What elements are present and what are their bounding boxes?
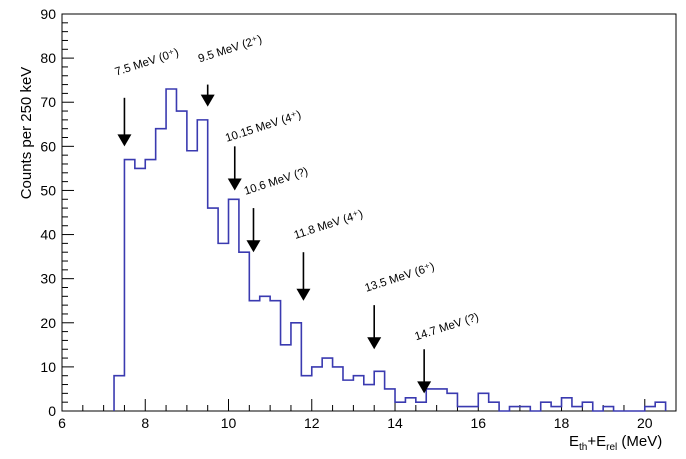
histogram-bin <box>468 407 478 411</box>
histogram-bin <box>343 380 353 411</box>
histogram-bin <box>176 111 186 411</box>
x-axis-ticks: 6 8 10 12 14 16 18 20 <box>58 399 667 431</box>
histogram-bin <box>135 168 145 411</box>
histogram-bin <box>145 160 155 411</box>
x-tick-label: 16 <box>470 415 486 431</box>
histogram-bin <box>489 402 499 411</box>
x-tick-label: 14 <box>387 415 403 431</box>
plot-frame <box>61 13 677 412</box>
y-tick-label: 50 <box>40 182 56 198</box>
histogram-bin <box>166 89 176 411</box>
histogram-bin <box>562 398 572 411</box>
histogram-bin <box>301 376 311 411</box>
histogram-bin <box>208 208 218 411</box>
histogram-bin <box>520 407 530 411</box>
histogram-bin <box>124 160 134 411</box>
peak-arrow-head <box>246 240 261 253</box>
y-tick-label: 20 <box>40 315 56 331</box>
x-tick-label: 8 <box>141 415 149 431</box>
peak-annotation: 11.8 MeV (4⁺) <box>293 208 365 301</box>
histogram-bin <box>551 407 561 411</box>
histogram-bin <box>416 402 426 411</box>
histogram-bin <box>156 129 166 411</box>
plot-border <box>61 13 677 412</box>
histogram-bin <box>197 120 207 411</box>
y-tick-label: 90 <box>40 6 56 22</box>
histogram-bin <box>447 393 457 411</box>
peak-arrow-head <box>296 288 311 301</box>
x-axis-label-mid: +E <box>587 433 606 450</box>
x-axis-label-base1: E <box>569 433 579 450</box>
x-tick-label: 20 <box>637 415 653 431</box>
histogram-bin <box>509 407 519 411</box>
y-tick-label: 10 <box>40 359 56 375</box>
x-tick-label: 18 <box>554 415 570 431</box>
histogram-bin <box>572 407 582 411</box>
peak-arrow-head <box>417 381 432 394</box>
histogram-bin <box>395 402 405 411</box>
x-axis-label-sub2: rel <box>606 442 617 453</box>
histogram-bin <box>541 402 551 411</box>
y-tick-label: 60 <box>40 138 56 154</box>
histogram-bin <box>405 398 415 411</box>
histogram-bin <box>260 296 270 411</box>
y-tick-label: 30 <box>40 271 56 287</box>
peak-arrow-head <box>117 134 132 147</box>
histogram-bin <box>603 407 613 411</box>
peak-label: 10.15 MeV (4⁺) <box>224 109 303 145</box>
x-axis-label-tail: (MeV) <box>617 433 662 450</box>
histogram-bin <box>655 402 665 411</box>
histogram-bin <box>239 252 249 411</box>
histogram-bin <box>114 376 124 411</box>
x-tick-label: 6 <box>58 415 66 431</box>
histogram-bin <box>281 345 291 411</box>
histogram-bin <box>582 402 592 411</box>
histogram-bin <box>322 358 332 411</box>
x-axis-label: Eth+Erel (MeV) <box>569 433 662 453</box>
histogram-bin <box>457 407 467 411</box>
histogram-bin <box>385 389 395 411</box>
peak-label: 13.5 MeV (6⁺) <box>363 261 436 295</box>
peak-label: 11.8 MeV (4⁺) <box>293 208 365 242</box>
y-tick-label: 80 <box>40 50 56 66</box>
peak-arrow-head <box>367 337 382 350</box>
histogram-bin <box>218 243 228 411</box>
peak-arrow-head <box>200 94 215 107</box>
histogram-bin <box>333 367 343 411</box>
x-tick-label: 10 <box>221 415 237 431</box>
x-tick-label: 12 <box>304 415 320 431</box>
histogram-bin <box>249 301 259 411</box>
histogram-bin <box>353 376 363 411</box>
y-axis-label: Counts per 250 keV <box>18 67 35 200</box>
peak-label: 14.7 MeV (?) <box>413 311 480 343</box>
y-tick-label: 70 <box>40 94 56 110</box>
y-tick-label: 0 <box>48 403 56 419</box>
peak-label: 7.5 MeV (0⁺) <box>114 47 181 79</box>
histogram-bin <box>645 407 655 411</box>
histogram-bins <box>113 88 667 412</box>
x-axis-label-sub1: th <box>579 442 587 453</box>
histogram-bin <box>229 199 239 411</box>
histogram-bin <box>478 393 488 411</box>
histogram-bin <box>364 385 374 411</box>
peak-label: 9.5 MeV (2⁺) <box>197 33 264 65</box>
histogram-bin <box>291 323 301 411</box>
histogram-bin <box>270 301 280 411</box>
histogram-bin <box>437 389 447 411</box>
histogram-bin <box>374 371 384 411</box>
peak-annotation: 9.5 MeV (2⁺) <box>197 33 264 107</box>
histogram-bin <box>187 151 197 411</box>
histogram-bin <box>312 367 322 411</box>
y-axis-ticks: 0 10 20 30 40 50 60 70 80 90 <box>40 6 74 419</box>
histogram-bin <box>426 389 436 411</box>
peak-label: 10.6 MeV (?) <box>243 166 310 198</box>
y-tick-label: 40 <box>40 227 56 243</box>
histogram-outline <box>113 88 667 412</box>
peak-arrow-head <box>227 178 242 191</box>
peak-annotation: 14.7 MeV (?) <box>413 311 480 394</box>
